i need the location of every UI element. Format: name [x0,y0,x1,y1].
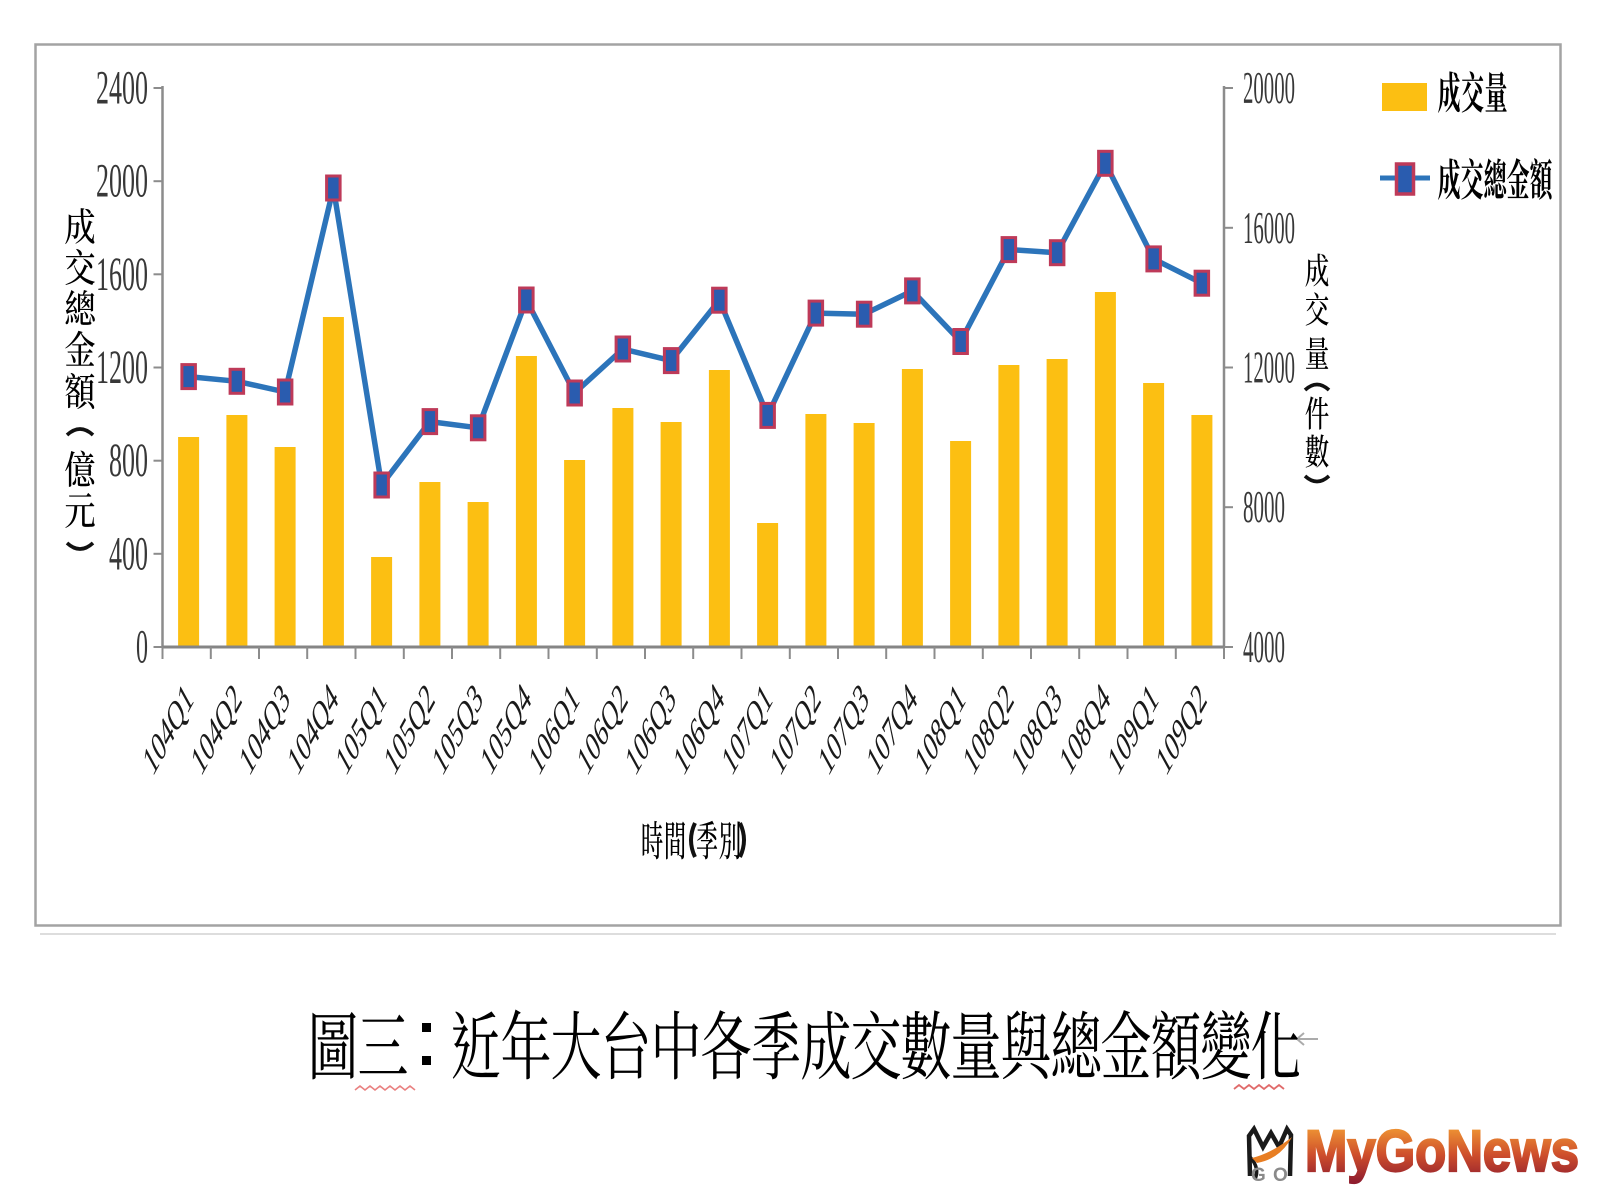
svg-text:8000: 8000 [1243,482,1285,532]
svg-text:20000: 20000 [1243,63,1295,113]
svg-text:12000: 12000 [1243,343,1295,393]
svg-text:800: 800 [109,434,148,487]
svg-text:O: O [1273,1165,1288,1186]
svg-text:16000: 16000 [1243,203,1295,253]
svg-text:0: 0 [136,621,148,674]
svg-text:2000: 2000 [96,155,148,208]
svg-text:1600: 1600 [96,248,148,301]
svg-text:400: 400 [109,527,148,580]
svg-text:G: G [1251,1165,1266,1186]
svg-text:4000: 4000 [1243,622,1285,672]
svg-text:1200: 1200 [96,341,148,394]
svg-text:2400: 2400 [96,62,148,115]
svg-text:MyGoNews: MyGoNews [1305,1119,1579,1184]
